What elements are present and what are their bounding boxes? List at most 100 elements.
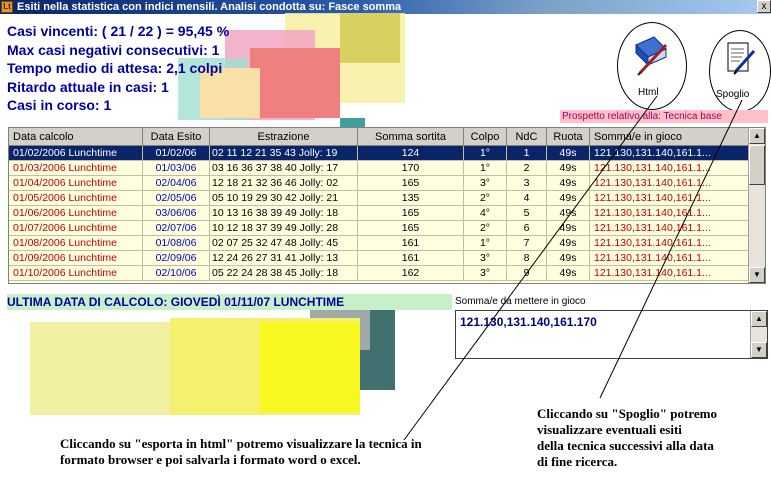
cell-data-esito: 02/05/06 xyxy=(143,191,210,206)
cell-in-gioco: 121.130,131.140,161.1... xyxy=(590,146,750,161)
cell-data-esito: 01/02/06 xyxy=(143,146,210,161)
cell-ndc: 3 xyxy=(507,176,547,191)
somme-scroll-down[interactable]: ▼ xyxy=(751,342,767,358)
casi-vincenti: Casi vincenti: ( 21 / 22 ) = 95,45 % xyxy=(7,23,230,39)
casi-in-corso: Casi in corso: 1 xyxy=(7,97,112,113)
scroll-up-button[interactable]: ▲ xyxy=(749,128,765,144)
cell-somma: 135 xyxy=(358,191,464,206)
somme-scrollbar[interactable]: ▲ ▼ xyxy=(750,311,767,358)
ultima-data-calcolo: ULTIMA DATA DI CALCOLO: GIOVEDÌ 01/11/07… xyxy=(7,294,452,310)
cell-data-esito: 02/04/06 xyxy=(143,176,210,191)
cell-colpo: 1° xyxy=(464,146,507,161)
cell-colpo: 4° xyxy=(464,206,507,221)
cell-ndc: 5 xyxy=(507,206,547,221)
html-button[interactable]: Html xyxy=(617,22,687,110)
cell-data-calcolo: 01/07/2006 Lunchtime xyxy=(9,221,143,236)
cell-colpo: 3° xyxy=(464,266,507,281)
table-row[interactable]: 01/10/2006 Lunchtime 02/10/06 05 22 24 28 … xyxy=(9,266,750,281)
grid-header: Data calcolo Data Esito Estrazione Somma… xyxy=(9,128,750,146)
cell-colpo: 2° xyxy=(464,221,507,236)
somme-value: 121.130,131.140,161.170 xyxy=(460,315,597,329)
table-row[interactable]: 01/04/2006 Lunchtime 02/04/06 12 18 21 32 … xyxy=(9,176,750,191)
cell-estrazione: 05 10 19 29 30 42 Jolly: 21 xyxy=(210,191,358,206)
cell-somma: 162 xyxy=(358,266,464,281)
spoglio-note-line: visualizzare eventuali esiti xyxy=(537,422,682,437)
window-title: Esiti nella statistica con indici mensil… xyxy=(17,1,402,13)
stats-panel: Casi vincenti: ( 21 / 22 ) = 95,45 % Max… xyxy=(7,22,229,115)
book-pen-icon xyxy=(635,36,668,76)
spoglio-note-line: di fine ricerca. xyxy=(537,454,618,469)
cell-somma: 165 xyxy=(358,221,464,236)
cell-somma: 165 xyxy=(358,206,464,221)
col-data-calcolo[interactable]: Data calcolo xyxy=(9,128,143,146)
cell-estrazione: 12 18 21 32 36 46 Jolly: 02 xyxy=(210,176,358,191)
app-icon: Lt xyxy=(1,1,13,13)
col-data-esito[interactable]: Data Esito xyxy=(143,128,210,146)
cell-estrazione: 03 16 36 37 38 40 Jolly: 17 xyxy=(210,161,358,176)
cell-colpo: 2° xyxy=(464,191,507,206)
table-row[interactable]: 01/03/2006 Lunchtime 01/03/06 03 16 36 37 … xyxy=(9,161,750,176)
somme-label: Somma/e da mettere in gioco xyxy=(455,296,586,307)
cell-ruota: 49s xyxy=(547,146,590,161)
col-colpo[interactable]: Colpo xyxy=(464,128,507,146)
table-row[interactable]: 01/02/2006 Lunchtime 01/02/06 02 11 12 21 … xyxy=(9,146,750,161)
col-estrazione[interactable]: Estrazione xyxy=(210,128,358,146)
cell-estrazione: 10 13 16 38 39 49 Jolly: 18 xyxy=(210,206,358,221)
scroll-thumb[interactable] xyxy=(749,145,765,185)
table-row[interactable]: 01/05/2006 Lunchtime 02/05/06 05 10 19 29 … xyxy=(9,191,750,206)
cell-data-calcolo: 01/03/2006 Lunchtime xyxy=(9,161,143,176)
col-ndc[interactable]: NdC xyxy=(507,128,547,146)
deco-block xyxy=(340,13,400,63)
cell-colpo: 1° xyxy=(464,161,507,176)
cell-data-calcolo: 01/04/2006 Lunchtime xyxy=(9,176,143,191)
cell-data-esito: 02/10/06 xyxy=(143,266,210,281)
cell-somma: 161 xyxy=(358,251,464,266)
spoglio-note-line: della tecnica successivi alla data xyxy=(537,438,714,453)
cell-data-calcolo: 01/10/2006 Lunchtime xyxy=(9,266,143,281)
tempo-medio: Tempo medio di attesa: 2,1 colpi xyxy=(7,60,223,76)
results-grid[interactable]: Data calcolo Data Esito Estrazione Somma… xyxy=(8,127,766,284)
cell-estrazione: 02 07 25 32 47 48 Jolly: 45 xyxy=(210,236,358,251)
grid-scrollbar[interactable]: ▲ ▼ xyxy=(748,128,765,283)
deco-block xyxy=(260,322,360,412)
cell-estrazione: 10 12 18 37 39 49 Jolly: 28 xyxy=(210,221,358,236)
somme-scroll-up[interactable]: ▲ xyxy=(751,311,767,327)
cell-data-esito: 01/08/06 xyxy=(143,236,210,251)
scroll-down-button[interactable]: ▼ xyxy=(749,267,765,283)
cell-ndc: 4 xyxy=(507,191,547,206)
cell-ruota: 49s xyxy=(547,206,590,221)
cell-ndc: 8 xyxy=(507,251,547,266)
cell-data-calcolo: 01/05/2006 Lunchtime xyxy=(9,191,143,206)
cell-somma: 170 xyxy=(358,161,464,176)
ritardo-attuale: Ritardo attuale in casi: 1 xyxy=(7,78,169,95)
table-row[interactable]: 01/09/2006 Lunchtime 02/09/06 12 24 26 27 … xyxy=(9,251,750,266)
cell-ndc: 6 xyxy=(507,221,547,236)
cell-ruota: 49s xyxy=(547,161,590,176)
cell-data-calcolo: 01/02/2006 Lunchtime xyxy=(9,146,143,161)
table-row[interactable]: 01/08/2006 Lunchtime 01/08/06 02 07 25 32 … xyxy=(9,236,750,251)
cell-somma: 165 xyxy=(358,176,464,191)
spoglio-note: Cliccando su "Spoglio" potremo visualizz… xyxy=(537,406,717,470)
html-note-line: Cliccando su "esporta in html" potremo v… xyxy=(60,436,422,451)
cell-somma: 124 xyxy=(358,146,464,161)
html-label: Html xyxy=(638,87,659,98)
title-bar: Lt Esiti nella statistica con indici men… xyxy=(0,0,771,14)
col-somma-sortita[interactable]: Somma sortita xyxy=(358,128,464,146)
html-note: Cliccando su "esporta in html" potremo v… xyxy=(60,436,422,468)
spoglio-note-line: Cliccando su "Spoglio" potremo xyxy=(537,406,717,421)
col-ruota[interactable]: Ruota xyxy=(547,128,590,146)
cell-ruota: 49s xyxy=(547,266,590,281)
cell-colpo: 3° xyxy=(464,251,507,266)
cell-estrazione: 12 24 26 27 31 41 Jolly: 13 xyxy=(210,251,358,266)
cell-ruota: 49s xyxy=(547,176,590,191)
somme-textbox[interactable]: 121.130,131.140,161.170 ▲ ▼ xyxy=(455,310,768,359)
spoglio-button[interactable]: Spoglio xyxy=(709,30,771,112)
deco-block xyxy=(340,118,365,128)
table-row[interactable]: 01/07/2006 Lunchtime 02/07/06 10 12 18 37 … xyxy=(9,221,750,236)
cell-data-calcolo: 01/09/2006 Lunchtime xyxy=(9,251,143,266)
cell-ndc: 1 xyxy=(507,146,547,161)
cell-ruota: 49s xyxy=(547,251,590,266)
table-row[interactable]: 01/06/2006 Lunchtime 03/06/06 10 13 16 38 … xyxy=(9,206,750,221)
cell-data-esito: 01/03/06 xyxy=(143,161,210,176)
cell-colpo: 3° xyxy=(464,176,507,191)
